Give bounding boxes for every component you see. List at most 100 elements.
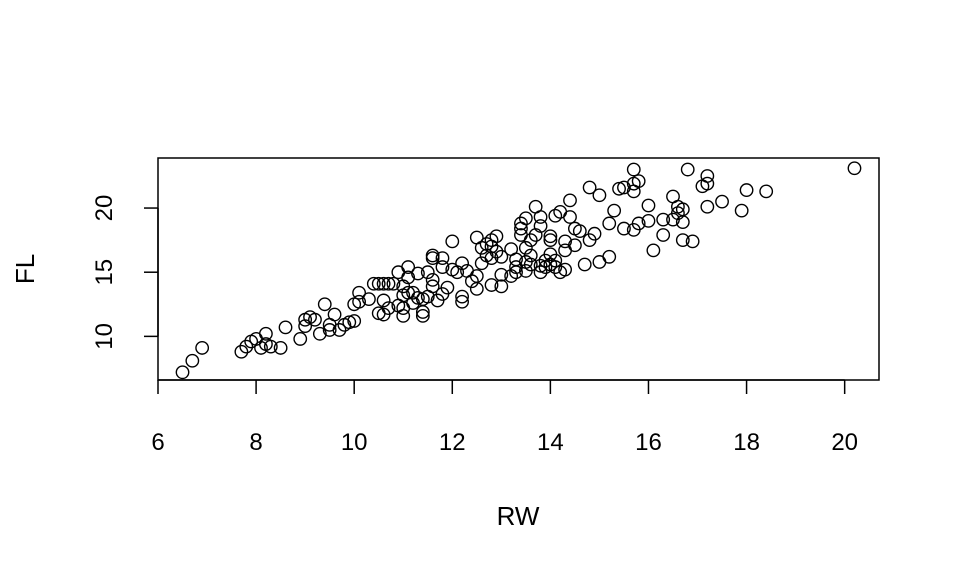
y-tick-label: 10	[91, 323, 118, 350]
data-point	[518, 211, 533, 226]
data-point	[700, 169, 715, 183]
data-point	[381, 276, 396, 291]
data-point	[734, 203, 749, 218]
data-point	[352, 285, 366, 300]
data-point	[381, 301, 396, 316]
x-tick-label: 20	[831, 429, 858, 456]
data-point	[548, 253, 563, 268]
data-point	[602, 216, 617, 231]
data-point	[533, 210, 548, 224]
data-point	[612, 181, 626, 196]
data-point	[396, 308, 411, 323]
data-point	[259, 326, 273, 341]
data-point	[406, 296, 420, 310]
data-point	[371, 276, 386, 291]
data-point	[494, 249, 509, 264]
data-point	[509, 252, 523, 267]
data-point	[533, 265, 548, 280]
data-point	[563, 193, 577, 208]
data-point	[656, 228, 671, 242]
data-point	[533, 219, 548, 233]
data-point	[494, 279, 509, 294]
x-axis-ticks: 6 8 10 12 14 16 18 20	[151, 380, 858, 456]
data-point	[523, 257, 538, 272]
data-point	[406, 285, 420, 300]
data-point	[263, 339, 278, 354]
data-point	[366, 276, 381, 291]
y-tick-label: 15	[91, 259, 118, 286]
data-point	[362, 292, 376, 307]
data-point	[273, 341, 288, 355]
data-point	[455, 256, 469, 271]
data-point	[518, 240, 533, 255]
data-point	[617, 180, 631, 195]
data-point	[607, 203, 622, 218]
data-point	[548, 208, 563, 223]
data-point	[700, 199, 715, 214]
data-point	[847, 161, 862, 176]
data-point	[465, 274, 479, 289]
data-point	[685, 234, 700, 249]
data-point	[489, 229, 504, 244]
data-point	[523, 233, 538, 248]
data-point	[617, 221, 631, 236]
data-point	[376, 276, 391, 291]
data-point	[675, 233, 690, 248]
data-point	[543, 229, 558, 244]
data-point	[195, 341, 210, 355]
data-points	[175, 161, 862, 380]
data-point	[455, 294, 469, 309]
data-point	[548, 260, 563, 274]
data-point	[558, 234, 572, 249]
data-point	[631, 216, 646, 231]
data-point	[484, 278, 499, 292]
y-axis-label: FL	[10, 254, 40, 284]
data-point	[514, 216, 528, 231]
x-tick-label: 14	[537, 429, 564, 456]
data-point	[401, 270, 416, 285]
data-point	[558, 262, 572, 277]
data-point	[646, 243, 661, 258]
data-point	[494, 267, 509, 282]
data-point	[411, 266, 425, 281]
data-point	[347, 314, 362, 328]
data-point	[489, 244, 504, 259]
data-point	[322, 323, 337, 337]
data-point	[425, 279, 440, 294]
data-point	[572, 224, 587, 239]
data-point	[543, 233, 558, 248]
data-point	[641, 198, 656, 213]
data-point	[631, 174, 646, 188]
data-point	[234, 344, 249, 359]
data-point	[587, 226, 602, 241]
data-point	[435, 251, 450, 265]
y-tick-label: 20	[91, 195, 118, 222]
x-tick-label: 12	[439, 429, 466, 456]
data-point	[700, 176, 715, 191]
data-point	[592, 188, 607, 203]
data-point	[469, 269, 484, 283]
data-point	[675, 202, 690, 217]
data-point	[420, 265, 435, 280]
x-tick-label: 6	[151, 429, 164, 456]
data-point	[312, 326, 327, 341]
data-point	[656, 212, 671, 227]
data-point	[739, 183, 754, 197]
data-point	[641, 213, 656, 228]
x-tick-label: 8	[249, 429, 262, 456]
data-point	[185, 353, 200, 368]
data-point	[317, 297, 332, 312]
data-point	[342, 315, 357, 330]
data-point	[455, 289, 469, 304]
data-point	[715, 194, 729, 209]
data-point	[175, 365, 190, 380]
x-axis-label: RW	[497, 501, 540, 531]
data-point	[425, 248, 440, 263]
data-point	[332, 323, 347, 337]
data-point	[533, 258, 548, 273]
data-point	[577, 257, 592, 272]
data-point	[425, 273, 440, 287]
data-point	[254, 341, 268, 355]
data-point	[759, 184, 774, 199]
x-tick-label: 10	[341, 429, 368, 456]
